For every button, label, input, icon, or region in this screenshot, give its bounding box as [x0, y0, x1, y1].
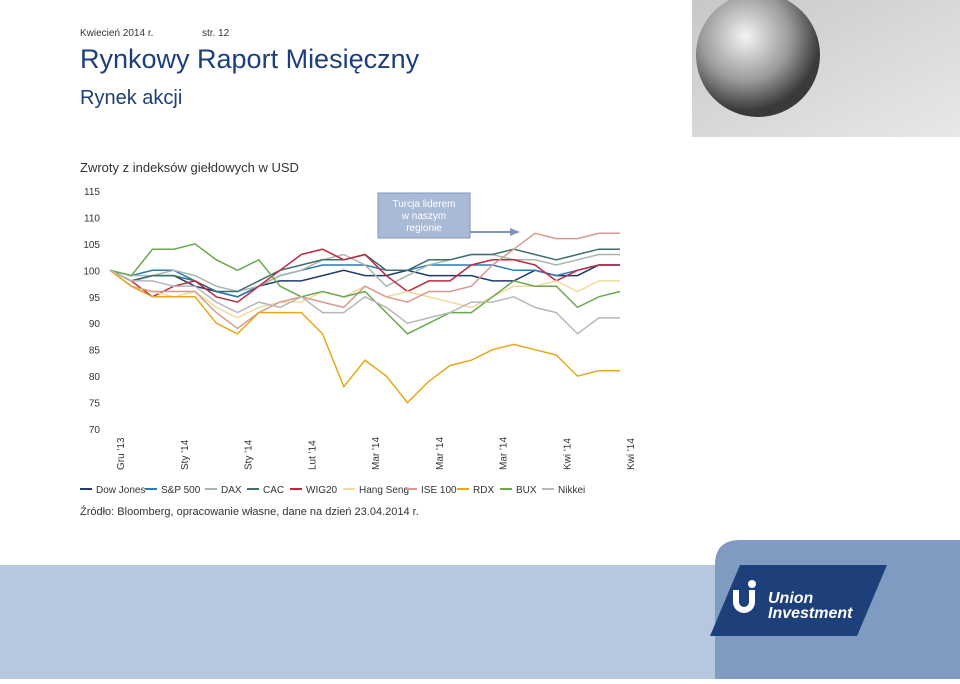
x-tick-label: Kwi '14 — [626, 438, 637, 470]
legend-label: Dow Jones — [96, 485, 145, 496]
legend-label: CAC — [263, 485, 284, 496]
photo-globe — [696, 0, 820, 117]
x-tick-label: Sty '14 — [180, 439, 191, 470]
y-tick-label: 95 — [89, 293, 101, 304]
legend-label: Nikkei — [558, 485, 585, 496]
legend-label: BUX — [516, 485, 537, 496]
annotation-arrowhead — [510, 228, 520, 236]
y-tick-label: 100 — [83, 266, 100, 277]
x-tick-label: Lut '14 — [307, 440, 318, 470]
y-tick-label: 80 — [89, 372, 101, 383]
x-tick-label: Gru '13 — [116, 437, 127, 470]
logo-icon — [733, 590, 755, 613]
y-tick-label: 115 — [84, 187, 100, 198]
page-number: str. 12 — [202, 28, 230, 39]
series-line — [109, 232, 620, 330]
x-tick-label: Sty '14 — [244, 439, 255, 470]
y-tick-label: 110 — [84, 213, 100, 224]
series-line — [109, 253, 620, 293]
y-tick-label: 70 — [89, 425, 101, 436]
annotation-box — [377, 192, 471, 239]
legend-label: RDX — [473, 485, 494, 496]
legend-label: Hang Seng — [359, 485, 409, 496]
y-tick-label: 75 — [89, 399, 101, 410]
subtitle: Rynek akcji — [80, 87, 182, 109]
legend-label: ISE 100 — [421, 485, 457, 496]
series-line — [109, 248, 620, 303]
annotation: regionie — [406, 223, 442, 234]
x-tick-label: Mar '14 — [435, 437, 446, 470]
annotation: Turcja liderem — [393, 199, 456, 210]
legend-label: S&P 500 — [161, 485, 201, 496]
logo-text: Union — [768, 590, 814, 607]
y-tick-label: 105 — [83, 240, 100, 251]
y-tick-label: 90 — [89, 319, 101, 330]
legend-label: DAX — [221, 485, 242, 496]
series-line — [109, 243, 621, 335]
series-line — [109, 269, 620, 335]
x-tick-label: Mar '14 — [371, 437, 382, 470]
logo-text: Investment — [768, 605, 853, 622]
source: Źródło: Bloomberg, opracowanie własne, d… — [80, 505, 419, 518]
title: Rynkowy Raport Miesięczny — [80, 44, 420, 74]
date: Kwiecień 2014 r. — [80, 28, 153, 39]
logo-dot — [748, 580, 756, 588]
x-tick-label: Mar '14 — [499, 437, 510, 470]
series-line — [109, 269, 620, 404]
y-tick-label: 85 — [89, 346, 101, 357]
chart-title: Zwroty z indeksów giełdowych w USD — [80, 160, 299, 175]
legend-label: WIG20 — [306, 485, 338, 496]
x-tick-label: Kwi '14 — [562, 438, 573, 470]
annotation: w naszym — [401, 211, 446, 222]
